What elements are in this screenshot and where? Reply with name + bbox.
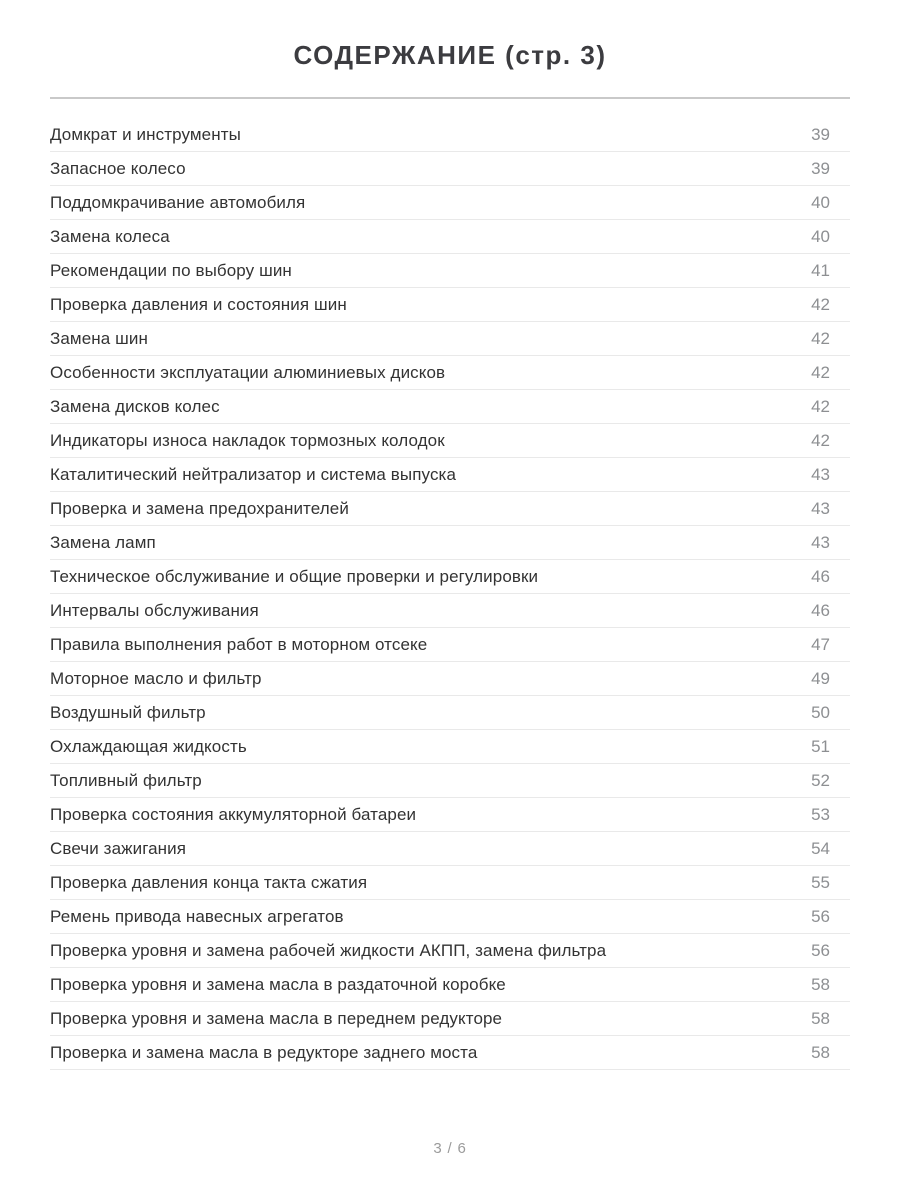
toc-list: Домкрат и инструменты 39 Запасное колесо… [50,118,850,1070]
toc-entry-page-number: 52 [811,770,830,790]
toc-entry-page-number: 39 [811,124,830,144]
toc-entry[interactable]: Каталитический нейтрализатор и система в… [50,458,850,492]
toc-entry-page-number: 42 [811,396,830,416]
toc-entry[interactable]: Замена ламп 43 [50,526,850,560]
toc-entry[interactable]: Проверка и замена предохранителей 43 [50,492,850,526]
toc-entry[interactable]: Правила выполнения работ в моторном отсе… [50,628,850,662]
toc-entry[interactable]: Проверка уровня и замена масла в передне… [50,1002,850,1036]
toc-entry-page-number: 53 [811,804,830,824]
toc-entry[interactable]: Интервалы обслуживания 46 [50,594,850,628]
toc-entry-page-number: 42 [811,294,830,314]
page-indicator: 3 / 6 [433,1140,467,1157]
toc-entry[interactable]: Замена дисков колес 42 [50,390,850,424]
toc-entry-label: Моторное масло и фильтр [50,668,262,688]
toc-entry-label: Замена дисков колес [50,396,220,416]
toc-entry-page-number: 58 [811,1008,830,1028]
toc-entry-label: Проверка и замена масла в редукторе задн… [50,1042,478,1062]
toc-entry-page-number: 46 [811,600,830,620]
toc-entry-page-number: 40 [811,226,830,246]
toc-entry-label: Замена шин [50,328,148,348]
toc-entry[interactable]: Проверка уровня и замена рабочей жидкост… [50,934,850,968]
toc-entry-page-number: 51 [811,736,830,756]
toc-entry-label: Замена колеса [50,226,170,246]
toc-entry[interactable]: Топливный фильтр 52 [50,764,850,798]
toc-entry-page-number: 58 [811,974,830,994]
toc-entry-page-number: 42 [811,430,830,450]
toc-entry[interactable]: Запасное колесо 39 [50,152,850,186]
toc-entry[interactable]: Особенности эксплуатации алюминиевых дис… [50,356,850,390]
toc-entry-page-number: 40 [811,192,830,212]
toc-entry-label: Проверка давления и состояния шин [50,294,347,314]
toc-entry-page-number: 43 [811,464,830,484]
toc-entry[interactable]: Поддомкрачивание автомобиля 40 [50,186,850,220]
toc-entry[interactable]: Замена колеса 40 [50,220,850,254]
toc-entry-page-number: 58 [811,1042,830,1062]
toc-entry[interactable]: Замена шин 42 [50,322,850,356]
toc-entry-label: Ремень привода навесных агрегатов [50,906,344,926]
toc-entry-page-number: 46 [811,566,830,586]
toc-entry-page-number: 43 [811,532,830,552]
toc-entry-page-number: 43 [811,498,830,518]
toc-entry-page-number: 42 [811,362,830,382]
toc-entry-page-number: 54 [811,838,830,858]
title-divider [50,97,850,99]
toc-entry[interactable]: Ремень привода навесных агрегатов 56 [50,900,850,934]
toc-entry-page-number: 42 [811,328,830,348]
toc-entry-page-number: 56 [811,906,830,926]
toc-entry[interactable]: Проверка состояния аккумуляторной батаре… [50,798,850,832]
toc-entry[interactable]: Рекомендации по выбору шин 41 [50,254,850,288]
toc-entry-label: Проверка давления конца такта сжатия [50,872,368,892]
toc-entry-page-number: 41 [811,260,830,280]
toc-entry-label: Охлаждающая жидкость [50,736,247,756]
toc-entry-label: Правила выполнения работ в моторном отсе… [50,634,428,654]
toc-entry-label: Проверка уровня и замена масла в раздато… [50,974,506,994]
toc-entry[interactable]: Охлаждающая жидкость 51 [50,730,850,764]
toc-entry-label: Домкрат и инструменты [50,124,241,144]
toc-entry-label: Проверка уровня и замена масла в передне… [50,1008,503,1028]
toc-entry-label: Техническое обслуживание и общие проверк… [50,566,539,586]
toc-entry-label: Воздушный фильтр [50,702,206,722]
toc-entry-page-number: 56 [811,940,830,960]
toc-entry-label: Интервалы обслуживания [50,600,259,620]
toc-entry[interactable]: Проверка давления конца такта сжатия 55 [50,866,850,900]
toc-entry-label: Проверка и замена предохранителей [50,498,349,518]
toc-entry-page-number: 55 [811,872,830,892]
toc-entry-label: Индикаторы износа накладок тормозных кол… [50,430,445,450]
toc-entry[interactable]: Проверка давления и состояния шин 42 [50,288,850,322]
toc-entry-label: Проверка уровня и замена рабочей жидкост… [50,940,607,960]
toc-entry-label: Топливный фильтр [50,770,202,790]
toc-entry[interactable]: Воздушный фильтр 50 [50,696,850,730]
toc-entry[interactable]: Проверка уровня и замена масла в раздато… [50,968,850,1002]
toc-entry-page-number: 47 [811,634,830,654]
toc-entry-label: Поддомкрачивание автомобиля [50,192,306,212]
toc-entry[interactable]: Моторное масло и фильтр 49 [50,662,850,696]
toc-entry-label: Замена ламп [50,532,156,552]
toc-entry-label: Запасное колесо [50,158,186,178]
toc-entry[interactable]: Индикаторы износа накладок тормозных кол… [50,424,850,458]
toc-entry[interactable]: Проверка и замена масла в редукторе задн… [50,1036,850,1070]
toc-entry-page-number: 39 [811,158,830,178]
toc-entry-label: Свечи зажигания [50,838,187,858]
page-title: СОДЕРЖАНИЕ (стр. 3) [293,40,607,70]
toc-entry[interactable]: Свечи зажигания 54 [50,832,850,866]
toc-entry[interactable]: Домкрат и инструменты 39 [50,118,850,152]
toc-entry-label: Рекомендации по выбору шин [50,260,292,280]
toc-entry-label: Каталитический нейтрализатор и система в… [50,464,457,484]
toc-entry[interactable]: Техническое обслуживание и общие проверк… [50,560,850,594]
toc-entry-page-number: 50 [811,702,830,722]
toc-entry-page-number: 49 [811,668,830,688]
toc-entry-label: Особенности эксплуатации алюминиевых дис… [50,362,446,382]
toc-entry-label: Проверка состояния аккумуляторной батаре… [50,804,417,824]
